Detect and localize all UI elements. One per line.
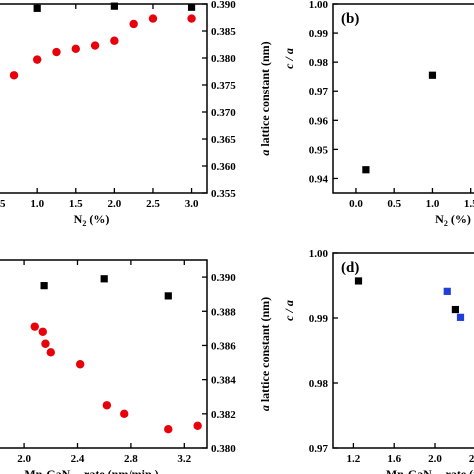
x-tick-label-a-4: 2.5 bbox=[146, 198, 160, 210]
data-point-a-s0-2 bbox=[187, 3, 196, 11]
x-tick-label-c-4: 3.2 bbox=[177, 453, 191, 465]
panel-label-d: (d) bbox=[341, 260, 359, 276]
x-tick-label-c-2: 2.4 bbox=[71, 453, 85, 465]
data-point-a-s1-6 bbox=[110, 36, 119, 45]
y2-tick-label-a-3: 0.370 bbox=[211, 107, 236, 119]
data-point-a-s1-3 bbox=[52, 47, 61, 57]
plot-area-a bbox=[0, 2, 208, 194]
y2-tick-label-c-0: 0.380 bbox=[211, 443, 236, 455]
x-tick-label-a-1: 1.0 bbox=[30, 198, 44, 210]
data-point-a-s1-5 bbox=[90, 41, 100, 50]
data-point-c-s1-4 bbox=[75, 360, 85, 369]
panel-c: 1.62.02.42.83.20.3800.3820.3840.3860.388… bbox=[0, 259, 272, 465]
x-tick-label-b-2: 1.0 bbox=[426, 198, 440, 210]
data-point-c-s0-1 bbox=[100, 275, 108, 283]
x-tick-label-a-0: 0.5 bbox=[0, 198, 6, 210]
data-point-c-s1-6 bbox=[120, 409, 129, 419]
data-point-a-s1-1 bbox=[9, 71, 19, 80]
x-tick-label-b-3: 1.5 bbox=[464, 198, 474, 210]
panel-label-b: (b) bbox=[341, 11, 359, 27]
plot-frame-c bbox=[0, 259, 208, 449]
x-tick-label-c-3: 2.8 bbox=[124, 453, 138, 465]
y-axis-label-d: c / a bbox=[282, 300, 296, 321]
y2-tick-label-a-1: 0.360 bbox=[211, 161, 236, 173]
x-axis-label-c: Mn3GaN1-x rate (nm/min.) bbox=[24, 467, 158, 474]
y-tick-label-d-3: 1.00 bbox=[309, 248, 329, 260]
data-point-c-s1-0 bbox=[30, 322, 39, 331]
y2-tick-label-a-5: 0.380 bbox=[211, 53, 236, 65]
x-tick-label-d-3: 2.4 bbox=[469, 453, 474, 465]
data-point-a-s0-1 bbox=[110, 2, 118, 10]
y2-tick-label-c-3: 0.386 bbox=[211, 340, 236, 352]
data-point-c-s1-3 bbox=[46, 348, 55, 357]
data-point-a-s1-2 bbox=[32, 55, 42, 64]
x-axis-label-a: N2 (%) bbox=[74, 212, 110, 228]
y-tick-label-d-0: 0.97 bbox=[309, 443, 329, 455]
y-tick-label-b-3: 0.97 bbox=[309, 86, 329, 98]
x-tick-label-a-3: 2.0 bbox=[108, 198, 122, 210]
y2-axis-label-a: a lattice constant (nm) bbox=[258, 41, 272, 155]
x-tick-label-d-2: 2.0 bbox=[428, 453, 442, 465]
data-point-b-s0-0 bbox=[362, 166, 370, 174]
y-tick-label-d-1: 0.98 bbox=[309, 378, 329, 390]
plot-area-d bbox=[332, 252, 474, 449]
plot-frame-d bbox=[332, 252, 474, 449]
data-point-d-s0-1 bbox=[451, 305, 459, 314]
y2-axis-label-c: a lattice constant (nm) bbox=[258, 297, 272, 411]
y-tick-label-b-0: 0.94 bbox=[309, 173, 329, 185]
y2-tick-label-a-4: 0.375 bbox=[211, 80, 236, 92]
y-tick-label-b-5: 0.99 bbox=[309, 28, 329, 40]
y2-tick-label-a-0: 0.355 bbox=[211, 188, 236, 200]
x-tick-label-d-0: 1.2 bbox=[347, 453, 361, 465]
y-tick-label-b-2: 0.96 bbox=[309, 115, 329, 127]
data-point-c-s0-2 bbox=[164, 292, 172, 300]
x-tick-label-b-0: 0.0 bbox=[349, 198, 363, 210]
x-tick-label-a-2: 1.5 bbox=[69, 198, 83, 210]
data-point-c-s1-5 bbox=[102, 401, 112, 410]
x-tick-label-d-1: 1.6 bbox=[387, 453, 401, 465]
y2-tick-label-c-5: 0.390 bbox=[211, 272, 236, 284]
y2-tick-label-a-2: 0.365 bbox=[211, 134, 236, 146]
x-axis-label-d: Mn3GaN1-x rate (nm/min.) bbox=[386, 467, 474, 474]
data-point-c-s0-0 bbox=[40, 282, 48, 290]
data-point-d-s1-1 bbox=[456, 313, 465, 321]
x-axis-label-b: N2 (%) bbox=[435, 212, 471, 228]
data-point-c-s1-2 bbox=[41, 339, 50, 348]
data-point-c-s1-7 bbox=[164, 425, 173, 434]
plot-area-b bbox=[332, 3, 474, 194]
data-point-d-s1-0 bbox=[443, 287, 451, 295]
plot-frame-a bbox=[0, 3, 208, 194]
x-tick-label-a-5: 3.0 bbox=[185, 198, 199, 210]
plot-frame-b bbox=[332, 3, 474, 194]
y2-tick-label-a-7: 0.390 bbox=[211, 0, 236, 11]
y2-tick-label-c-1: 0.382 bbox=[211, 409, 236, 421]
y-tick-label-d-2: 0.99 bbox=[309, 313, 329, 325]
data-point-b-s0-1 bbox=[428, 71, 437, 79]
y-tick-label-b-1: 0.95 bbox=[309, 144, 329, 156]
y-tick-label-b-6: 1.00 bbox=[309, 0, 329, 11]
data-point-a-s1-9 bbox=[187, 14, 196, 23]
data-point-a-s1-4 bbox=[71, 44, 80, 54]
data-point-a-s1-7 bbox=[129, 19, 138, 29]
panel-b: 0.0 0.5 1.0 1.5 0.94 0.95 0.96 0.97 0.98 0.99 1.00… bbox=[282, 0, 474, 210]
x-tick-label-c-1: 2.0 bbox=[17, 453, 31, 465]
y2-tick-label-c-4: 0.388 bbox=[211, 306, 236, 318]
panel-d: 1.2 1.6 2.0 2.4 0.97 0.98 0.99 1.00 (d) c / a bbox=[282, 248, 474, 465]
data-point-a-s0-0 bbox=[33, 4, 41, 12]
y2-tick-label-a-6: 0.385 bbox=[211, 26, 236, 38]
data-point-a-s1-8 bbox=[148, 14, 158, 23]
x-tick-label-b-1: 0.5 bbox=[387, 198, 401, 210]
plot-area-c bbox=[0, 259, 208, 449]
data-point-c-s1-1 bbox=[38, 327, 47, 336]
y-axis-label-b: c / a bbox=[282, 48, 296, 69]
data-point-d-s0-0 bbox=[354, 277, 363, 285]
data-point-c-s1-8 bbox=[193, 421, 202, 430]
panel-a: 0.5 1.0 1.5 2.0 2.5 3.0 0.355 0.360 0.365 0.370 0.… bbox=[0, 0, 272, 210]
y2-tick-label-c-2: 0.384 bbox=[211, 375, 236, 387]
y-tick-label-b-4: 0.98 bbox=[309, 57, 329, 69]
